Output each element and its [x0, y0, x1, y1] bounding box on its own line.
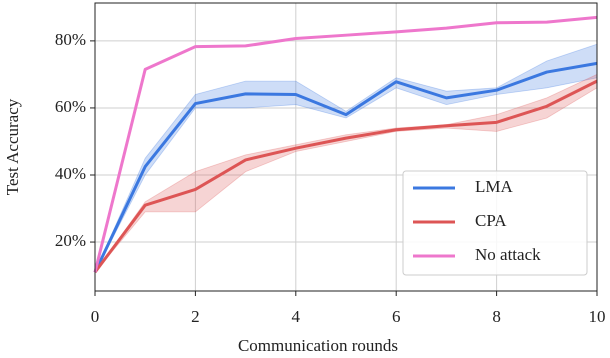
- x-tick-label: 8: [492, 307, 501, 326]
- x-tick-label: 0: [91, 307, 100, 326]
- legend-label: LMA: [475, 177, 514, 196]
- series-line: [93, 15, 598, 273]
- legend-label: No attack: [475, 245, 541, 264]
- y-tick-label: 80%: [55, 30, 86, 49]
- y-tick-label: 20%: [55, 231, 86, 250]
- x-tick-label: 2: [191, 307, 200, 326]
- series-line: [93, 61, 598, 273]
- y-tick-label: 60%: [55, 97, 86, 116]
- y-tick-label: 40%: [55, 164, 86, 183]
- series-line: [93, 79, 598, 274]
- y-axis-label: Test Accuracy: [3, 98, 22, 195]
- legend-box: [402, 170, 588, 276]
- plot-frame: [94, 2, 598, 292]
- x-tick-label: 10: [589, 307, 606, 326]
- x-tick-label: 6: [392, 307, 401, 326]
- legend-label: CPA: [475, 211, 507, 230]
- x-axis-label: Communication rounds: [238, 336, 398, 355]
- x-tick-label: 4: [292, 307, 301, 326]
